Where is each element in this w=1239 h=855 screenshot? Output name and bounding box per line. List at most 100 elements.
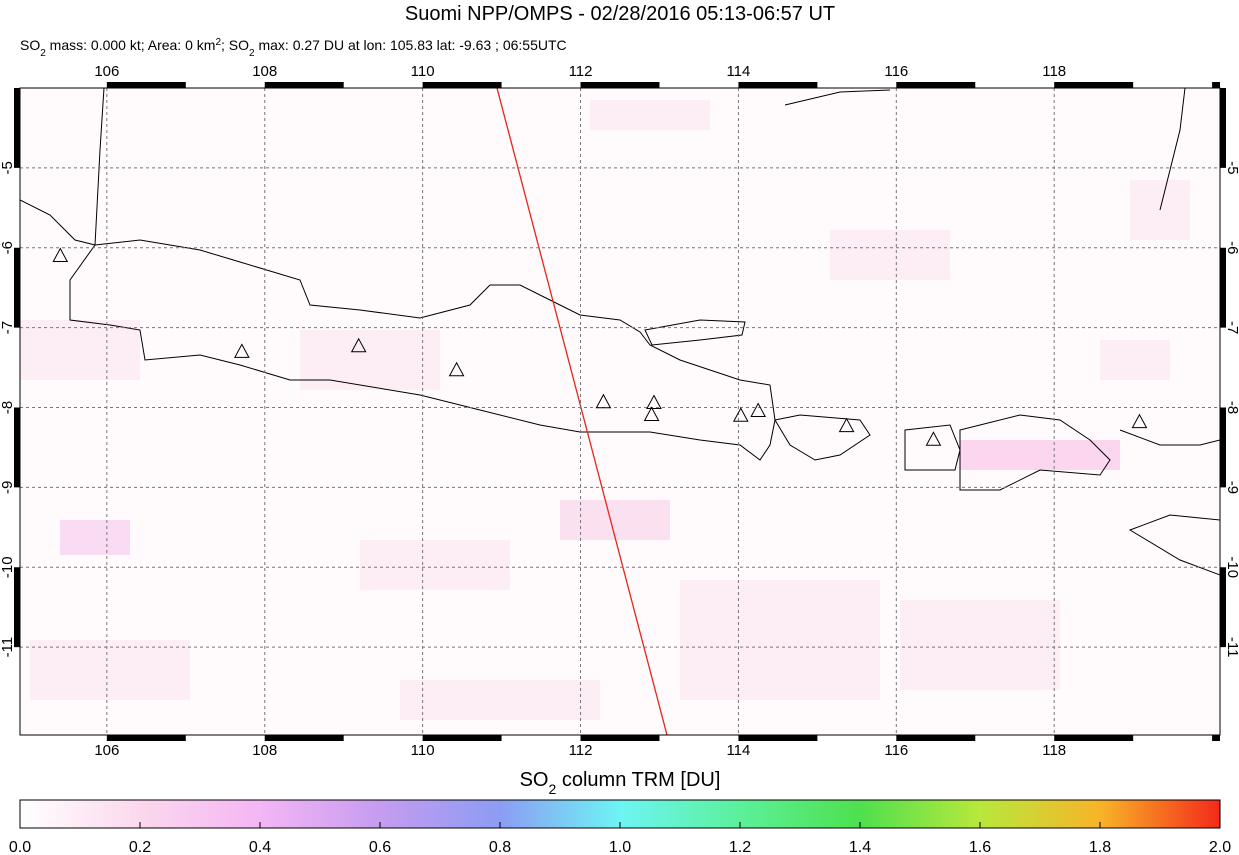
subtitle: SO2 mass: 0.000 kt; Area: 0 km2; SO2 max…: [20, 37, 567, 59]
y-tick-label: -9: [1224, 481, 1239, 494]
madura-coast: [644, 319, 746, 346]
frame-segment: [1054, 735, 1134, 741]
y-tick-label: -11: [0, 637, 16, 658]
frame-segment: [14, 88, 20, 168]
frame-segment: [1220, 567, 1226, 648]
frame-segment: [106, 82, 186, 88]
frame-segment: [1220, 247, 1226, 328]
bali-coast: [774, 414, 871, 461]
frame-segment: [580, 82, 660, 88]
volcano: [925, 431, 942, 446]
volcano: [234, 343, 250, 358]
volcano: [646, 394, 662, 410]
x-tick-label: 114: [726, 742, 750, 759]
y-tick-label: -8: [1224, 401, 1239, 414]
frame-segment: [580, 735, 660, 741]
x-tick-label: 112: [569, 742, 593, 759]
x-tick-label: 110: [411, 742, 435, 759]
colorbar-tick-label: 1.8: [1089, 839, 1111, 855]
frame-segment: [14, 567, 20, 648]
x-tick-label: 110: [411, 63, 435, 80]
volcano: [643, 406, 660, 421]
frame-segment: [1212, 735, 1220, 741]
colorbar-title: SO2 column TRM [DU]: [520, 769, 721, 797]
flores-coast: [1119, 429, 1220, 446]
subtitle-part: 2: [40, 48, 46, 59]
colorbar-tick-label: 1.2: [729, 839, 751, 855]
colorbar-tick-label: 0.4: [249, 839, 271, 855]
colorbar-tick-label: 1.6: [969, 839, 991, 855]
colorbar-title-part: 2: [549, 781, 557, 797]
borneo-coast: [784, 88, 1186, 211]
x-tick-label: 106: [94, 742, 119, 759]
title: Suomi NPP/OMPS - 02/28/2016 05:13-06:57 …: [405, 3, 835, 25]
volcano: [52, 247, 69, 263]
sumatra-coast: [20, 88, 105, 246]
y-tick-label: -9: [0, 481, 16, 494]
sumbawa-coast: [959, 414, 1111, 491]
volcano: [838, 417, 855, 433]
frame-segment: [1054, 82, 1134, 88]
x-tick-label: 112: [569, 63, 593, 80]
colorbar-title-part: column TRM [DU]: [556, 769, 720, 791]
y-tick-label: -10: [0, 556, 16, 578]
y-tick-label: -11: [1224, 637, 1239, 658]
y-tick-label: -6: [0, 241, 16, 254]
frame-segment: [14, 407, 20, 488]
volcano: [750, 402, 766, 417]
colorbar-tick-label: 0.6: [369, 839, 391, 855]
frame-segment: [896, 82, 976, 88]
colorbar-tick-label: 0.2: [129, 839, 151, 855]
colorbar-tick-label: 1.0: [609, 839, 631, 855]
x-tick-label: 118: [1042, 63, 1066, 80]
frame-segment: [422, 82, 502, 88]
frame-segment: [264, 82, 344, 88]
frame-segment: [422, 735, 502, 741]
colorbar-tick-label: 2.0: [1209, 839, 1231, 855]
colorbar-tick-label: 0.0: [9, 839, 31, 855]
subtitle-part: max: 0.27 DU at lon: 105.83 lat: -9.63 ;…: [255, 37, 567, 53]
colorbar-tick-label: 0.8: [489, 839, 511, 855]
x-tick-label: 108: [252, 742, 277, 759]
sumba-coast: [1128, 514, 1220, 576]
y-tick-label: -5: [0, 161, 16, 174]
map: [20, 88, 1220, 735]
y-tick-label: -10: [1224, 556, 1239, 578]
frame-segment: [738, 82, 818, 88]
x-tick-label: 114: [726, 63, 750, 80]
frame-segment: [14, 247, 20, 328]
subtitle-part: 2: [215, 37, 221, 48]
subtitle-part: SO: [20, 37, 40, 53]
subtitle-part: 2: [249, 48, 255, 59]
y-tick-label: -5: [1224, 161, 1239, 174]
volcano: [732, 407, 749, 422]
x-tick-label: 106: [94, 63, 119, 80]
y-tick-label: -7: [0, 321, 16, 334]
frame-segment: [264, 735, 344, 741]
frame-segment: [1220, 88, 1226, 168]
y-tick-label: -6: [1224, 241, 1239, 254]
lombok-coast: [904, 424, 961, 471]
frame-segment: [1220, 407, 1226, 488]
orbit-track: [496, 88, 668, 735]
volcano: [350, 337, 367, 353]
so2-pixels: [20, 100, 1190, 720]
y-tick-label: -8: [0, 401, 16, 414]
volcano: [1131, 413, 1148, 429]
subtitle-part: mass: 0.000 kt; Area: 0 km: [46, 37, 216, 53]
colorbar-title-part: SO: [520, 769, 549, 791]
volcano: [595, 393, 612, 409]
frame-segment: [106, 735, 186, 741]
colorbar-tick-label: 1.4: [849, 839, 871, 855]
frame-segment: [1212, 82, 1220, 88]
volcano: [448, 361, 465, 377]
subtitle-part: ; SO: [221, 37, 249, 53]
x-tick-label: 116: [884, 742, 908, 759]
x-tick-label: 116: [884, 63, 908, 80]
frame-segment: [738, 735, 818, 741]
frame-segment: [896, 735, 976, 741]
x-tick-label: 108: [252, 63, 277, 80]
y-tick-label: -7: [1224, 321, 1239, 334]
x-tick-label: 118: [1042, 742, 1066, 759]
